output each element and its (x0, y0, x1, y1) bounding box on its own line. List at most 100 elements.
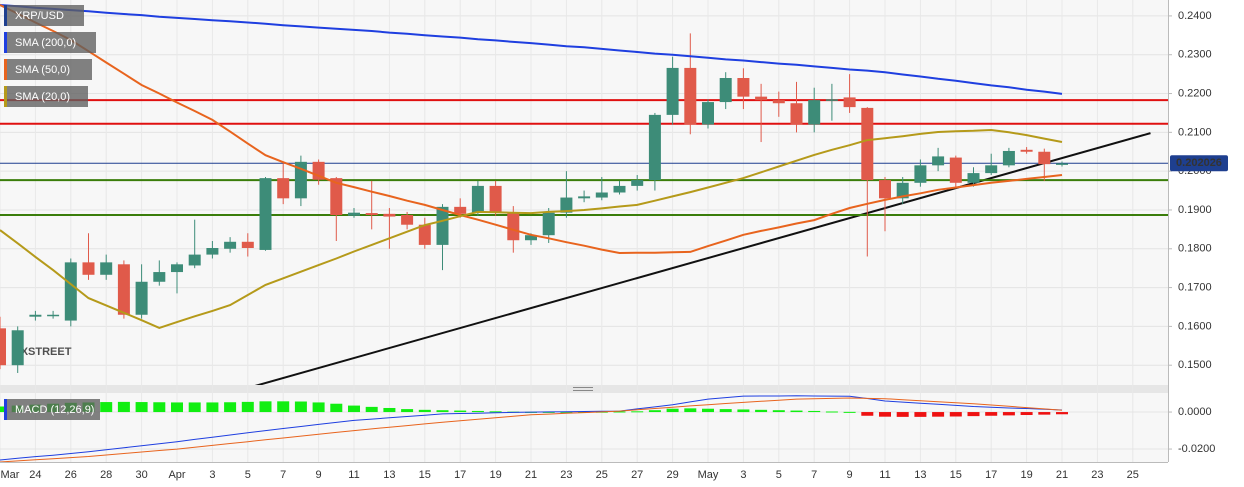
macd-histogram-bar (365, 406, 378, 413)
x-tick-label: 24 (29, 469, 41, 481)
x-tick-label: 13 (914, 469, 926, 481)
macd-histogram-bar (879, 412, 891, 417)
x-tick-label: 30 (135, 469, 147, 481)
legend-label: MACD (12,26,9) (15, 404, 94, 416)
candle-body (383, 213, 396, 217)
candle-body (631, 180, 644, 186)
panel-divider[interactable] (0, 385, 1168, 393)
macd-histogram-bar (684, 408, 697, 413)
legend-label: SMA (200,0) (15, 37, 76, 49)
candle-body (932, 156, 945, 166)
candle-body (471, 185, 484, 213)
x-tick-label: 23 (560, 469, 572, 481)
candle-body (507, 212, 520, 241)
candle-body (348, 212, 360, 216)
legend-swatch (4, 59, 7, 80)
legend-box[interactable] (4, 5, 84, 26)
candle-body (879, 180, 891, 199)
candle-body (224, 241, 237, 249)
candle-body (47, 314, 60, 317)
macd-histogram-bar (153, 402, 166, 413)
x-tick-label: May (698, 469, 719, 481)
y-tick-label: 0.1900 (1178, 204, 1212, 216)
x-tick-label: 3 (740, 469, 746, 481)
macd-histogram-bar (790, 410, 803, 413)
x-tick-label: Apr (168, 469, 185, 481)
legend-swatch (4, 5, 7, 26)
x-tick-label: 27 (631, 469, 643, 481)
macd-histogram-bar (631, 411, 644, 413)
candle-body (29, 314, 42, 317)
legend-swatch (4, 32, 7, 53)
candle-body (861, 107, 874, 181)
candle-body (489, 185, 502, 213)
x-tick-label: 7 (280, 469, 286, 481)
legend-box[interactable] (4, 86, 88, 107)
macd-histogram-bar (188, 402, 201, 413)
macd-histogram-bar (1038, 412, 1051, 415)
y-tick-label: 0.2400 (1178, 10, 1212, 22)
candle-body (153, 272, 166, 282)
legend-box[interactable] (4, 32, 96, 53)
macd-histogram-bar (843, 411, 856, 413)
macd-histogram-bar (1002, 412, 1015, 416)
macd-histogram-bar (825, 411, 838, 413)
legend-box[interactable] (4, 59, 92, 80)
candle-body (100, 262, 113, 275)
candle-body (64, 262, 77, 321)
candle-body (613, 185, 626, 193)
x-tick-label: 17 (985, 469, 997, 481)
divider-handle[interactable] (573, 387, 593, 391)
candle-body (525, 235, 537, 241)
macd-histogram-bar (613, 411, 626, 413)
y-tick-label: 0.1700 (1178, 281, 1212, 293)
x-tick-label: 19 (1020, 469, 1032, 481)
candle-body (1038, 151, 1051, 165)
candle-body (843, 97, 856, 108)
last-price-label: 0.202026 (1176, 157, 1222, 169)
macd-histogram-bar (702, 408, 714, 413)
x-tick-label: 21 (1056, 469, 1068, 481)
x-tick-label: 9 (316, 469, 322, 481)
sma-line (0, 128, 1063, 329)
candle-body (896, 182, 909, 199)
candle-body (825, 99, 838, 101)
macd-histogram-bar (224, 402, 237, 413)
x-tick-label: 25 (1127, 469, 1139, 481)
candle-body (808, 100, 821, 125)
x-tick-label: Mar (1, 469, 20, 481)
macd-histogram-bar (348, 405, 360, 413)
macd-histogram-bar (277, 401, 290, 413)
macd-histogram-bar (330, 403, 343, 413)
y-tick-label: 0.1500 (1178, 359, 1212, 371)
candle-body (967, 173, 980, 183)
candle-body (436, 206, 449, 245)
candle-body (259, 178, 272, 250)
x-tick-label: 15 (950, 469, 962, 481)
x-tick-label: 17 (454, 469, 466, 481)
candle-body (702, 102, 714, 125)
candle-body (772, 100, 785, 104)
candle-body (949, 157, 962, 183)
y-tick-label: 0.2100 (1178, 126, 1212, 138)
candle-body (719, 78, 732, 103)
candle-body (985, 165, 998, 174)
macd-histogram-bar (100, 402, 113, 413)
macd-histogram-bar (436, 410, 449, 413)
y-tick-label: 0.1800 (1178, 243, 1212, 255)
candle-body (578, 196, 591, 199)
candle-body (0, 328, 6, 366)
legend-label: SMA (20,0) (15, 91, 70, 103)
candle-body (418, 224, 431, 245)
macd-histogram-bar (418, 409, 431, 413)
legend-box[interactable] (4, 399, 100, 420)
macd-histogram-bar (135, 402, 148, 413)
last-price-tag (1170, 155, 1228, 172)
macd-histogram-bar (914, 412, 927, 417)
candle-body (914, 165, 927, 183)
candle-body (595, 192, 608, 198)
candle-body (560, 197, 573, 213)
x-tick-label: 25 (596, 469, 608, 481)
x-tick-label: 9 (847, 469, 853, 481)
